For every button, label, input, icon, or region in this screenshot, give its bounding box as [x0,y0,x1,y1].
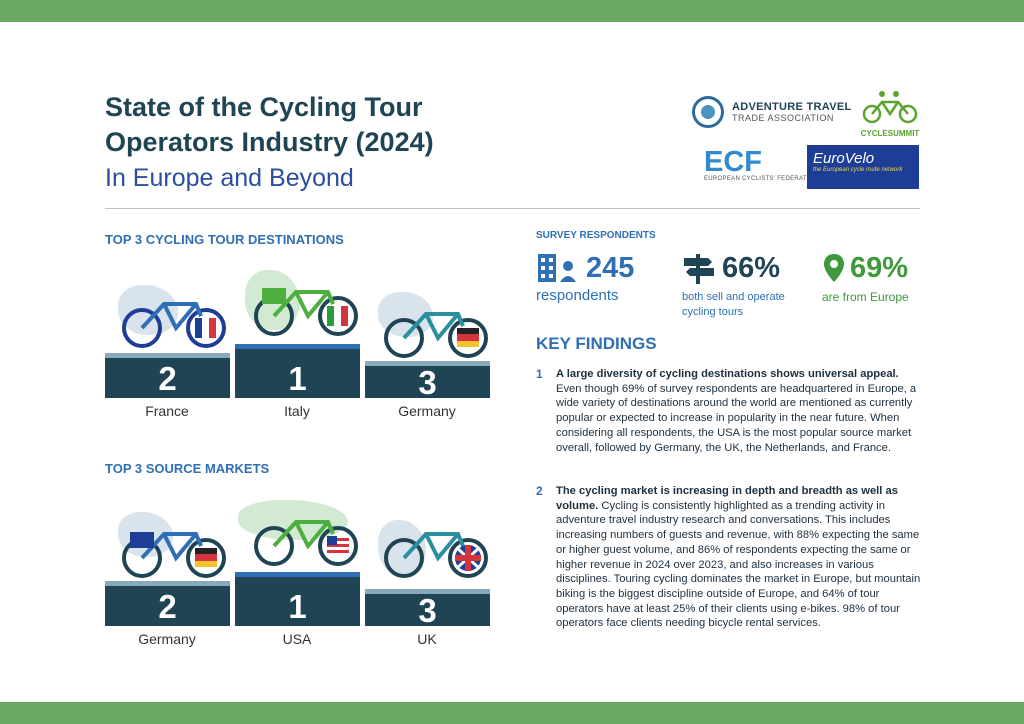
eurovelo-wordmark: EuroVelo [813,150,875,167]
europe-value: 69% [850,252,909,284]
partner-logos: ADVENTURE TRAVEL TRADE ASSOCIATION CYCLE… [692,90,922,190]
sell-operate-value: 66% [722,252,781,284]
bike-icon-uk [384,532,488,578]
podium-step-1: 1 [235,344,360,398]
rank-number: 1 [288,360,307,397]
rank-number: 3 [418,364,437,401]
page-title: State of the Cycling Tour Operators Indu… [105,90,434,160]
podium-step-1: 1 [235,572,360,626]
ecf-logo: ECF EUROPEAN CYCLISTS' FEDERATION [704,146,819,183]
divider [105,208,920,209]
place-label: Germany [398,403,456,419]
finding-1: 1 A large diversity of cycling destinati… [536,367,921,455]
eurovelo-tagline: the European cycle route network [813,167,903,173]
finding-text: Cycling is consistently highlighted as a… [556,499,921,630]
ecf-wordmark: ECF [704,146,762,178]
cyclesummit-logo: CYCLESUMMIT [860,90,920,138]
europe-stat: 69% are from Europe [822,252,909,305]
bike-icon-italy [254,288,358,336]
podium-step-3: 3 [365,361,490,401]
destinations-heading: TOP 3 CYCLING TOUR DESTINATIONS [105,232,344,247]
page-subtitle: In Europe and Beyond [105,164,354,192]
bike-icon-france [122,302,226,348]
markets-heading: TOP 3 SOURCE MARKETS [105,461,270,476]
top-band [0,0,1024,22]
podium-step-3: 3 [365,589,490,629]
sell-operate-label-2: cycling tours [682,306,744,318]
finding-lead: A large diversity of cycling destination… [556,368,899,380]
atta-logo: ADVENTURE TRAVEL TRADE ASSOCIATION [692,96,852,128]
rank-number: 2 [158,360,177,397]
finding-number: 1 [536,367,543,381]
title-line-2: Operators Industry (2024) [105,127,434,157]
usa-map [238,500,348,540]
bike-icon-usa [254,520,358,566]
atta-name: ADVENTURE TRAVEL [732,101,852,113]
finding-lead: The cycling market is increasing in dept… [556,485,898,512]
sell-operate-stat: 66% both sell and operate cycling tours [682,252,785,320]
eurovelo-logo: EuroVelo the European cycle route networ… [807,145,919,189]
podium-step-2: 2 [105,353,230,398]
tandem-bike-icon [862,91,918,124]
place-label: France [145,403,189,419]
title-line-1: State of the Cycling Tour [105,92,423,122]
bike-icon-germany [122,532,226,578]
place-label: USA [282,631,312,647]
rank-number: 3 [418,592,437,629]
cyclesummit-label: CYCLESUMMIT [860,129,920,138]
place-label: UK [417,631,437,647]
finding-number: 2 [536,484,543,498]
sell-operate-label-1: both sell and operate [682,291,785,303]
key-findings-heading: KEY FINDINGS [536,334,657,353]
rank-number: 1 [288,588,307,625]
respondents-label: respondents [536,287,619,304]
respondents-value: 245 [586,252,635,284]
podium-step-2: 2 [105,581,230,626]
finding-2: 2 The cycling market is increasing in de… [536,484,921,631]
globe-icon [692,96,724,128]
finding-text: Even though 69% of survey respondents ar… [556,382,917,454]
survey-label: SURVEY RESPONDENTS [536,230,656,241]
rank-number: 2 [158,588,177,625]
atta-subname: TRADE ASSOCIATION [732,113,834,123]
bike-icon-germany [384,312,488,358]
ecf-fullname: EUROPEAN CYCLISTS' FEDERATION [704,176,819,182]
bottom-band [0,702,1024,724]
place-label: Italy [284,403,310,419]
signpost-icon [684,254,714,284]
place-label: Germany [138,631,196,647]
location-pin-icon [824,254,844,282]
europe-label: are from Europe [822,290,909,304]
respondents-stat: 245 respondents [536,252,634,303]
building-people-icon [538,254,576,282]
